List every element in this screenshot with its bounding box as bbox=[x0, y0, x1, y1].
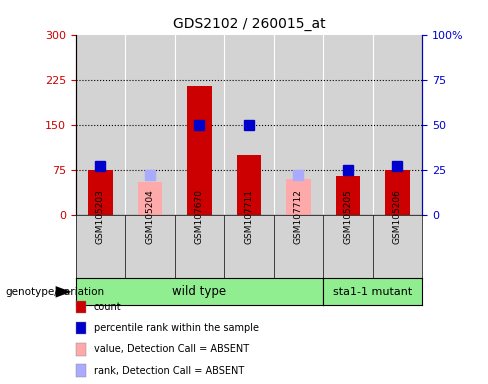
Bar bbox=[88, 170, 113, 215]
Text: GSM105205: GSM105205 bbox=[344, 189, 352, 243]
Bar bbox=[286, 179, 311, 215]
Text: wild type: wild type bbox=[172, 285, 226, 298]
Text: count: count bbox=[94, 302, 122, 312]
Bar bbox=[385, 170, 410, 215]
Bar bbox=[336, 176, 360, 215]
Text: GSM105203: GSM105203 bbox=[96, 189, 105, 243]
Text: percentile rank within the sample: percentile rank within the sample bbox=[94, 323, 259, 333]
Bar bbox=[138, 182, 162, 215]
Text: rank, Detection Call = ABSENT: rank, Detection Call = ABSENT bbox=[94, 366, 244, 376]
Text: GSM107712: GSM107712 bbox=[294, 189, 303, 243]
Bar bbox=[187, 86, 212, 215]
Bar bbox=[237, 155, 261, 215]
Text: GSM105204: GSM105204 bbox=[145, 189, 154, 243]
Text: genotype/variation: genotype/variation bbox=[5, 287, 104, 297]
Title: GDS2102 / 260015_at: GDS2102 / 260015_at bbox=[173, 17, 325, 31]
Text: value, Detection Call = ABSENT: value, Detection Call = ABSENT bbox=[94, 344, 249, 354]
Text: GSM107670: GSM107670 bbox=[195, 189, 204, 243]
Polygon shape bbox=[56, 286, 71, 298]
Text: GSM105206: GSM105206 bbox=[393, 189, 402, 243]
Text: sta1-1 mutant: sta1-1 mutant bbox=[333, 287, 412, 297]
Text: GSM107711: GSM107711 bbox=[244, 189, 253, 243]
